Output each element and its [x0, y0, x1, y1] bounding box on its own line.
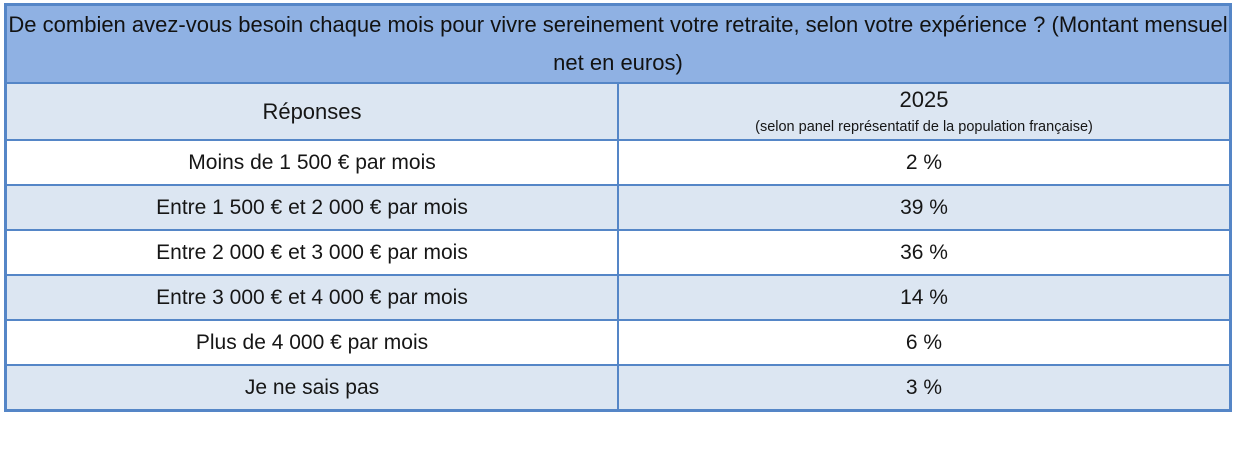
table-row: Entre 1 500 € et 2 000 € par mois 39 % [4, 184, 1232, 232]
table-row: Entre 2 000 € et 3 000 € par mois 36 % [4, 229, 1232, 277]
answer-label: Entre 3 000 € et 4 000 € par mois [4, 274, 619, 322]
answer-label: Je ne sais pas [4, 364, 619, 412]
table-title: De combien avez-vous besoin chaque mois … [4, 3, 1232, 84]
answer-value: 36 % [617, 229, 1232, 277]
column-header-responses: Réponses [4, 81, 619, 142]
answer-label: Entre 2 000 € et 3 000 € par mois [4, 229, 619, 277]
answer-value: 6 % [617, 319, 1232, 367]
answer-value: 14 % [617, 274, 1232, 322]
answer-label: Plus de 4 000 € par mois [4, 319, 619, 367]
answer-label: Moins de 1 500 € par mois [4, 139, 619, 187]
table-row: Entre 3 000 € et 4 000 € par mois 14 % [4, 274, 1232, 322]
year-note: (selon panel représentatif de la populat… [755, 118, 1093, 135]
answer-label: Entre 1 500 € et 2 000 € par mois [4, 184, 619, 232]
page: De combien avez-vous besoin chaque mois … [4, 3, 1232, 413]
table-row: Je ne sais pas 3 % [4, 364, 1232, 412]
column-header-row: Réponses 2025 (selon panel représentatif… [4, 81, 1232, 142]
year-label: 2025 [899, 86, 949, 112]
table-row: Plus de 4 000 € par mois 6 % [4, 319, 1232, 367]
survey-results-table: De combien avez-vous besoin chaque mois … [4, 3, 1232, 413]
title-row: De combien avez-vous besoin chaque mois … [4, 3, 1232, 84]
answer-value: 39 % [617, 184, 1232, 232]
column-header-2025: 2025 (selon panel représentatif de la po… [617, 81, 1232, 142]
answer-value: 2 % [617, 139, 1232, 187]
table-row: Moins de 1 500 € par mois 2 % [4, 139, 1232, 187]
answer-value: 3 % [617, 364, 1232, 412]
